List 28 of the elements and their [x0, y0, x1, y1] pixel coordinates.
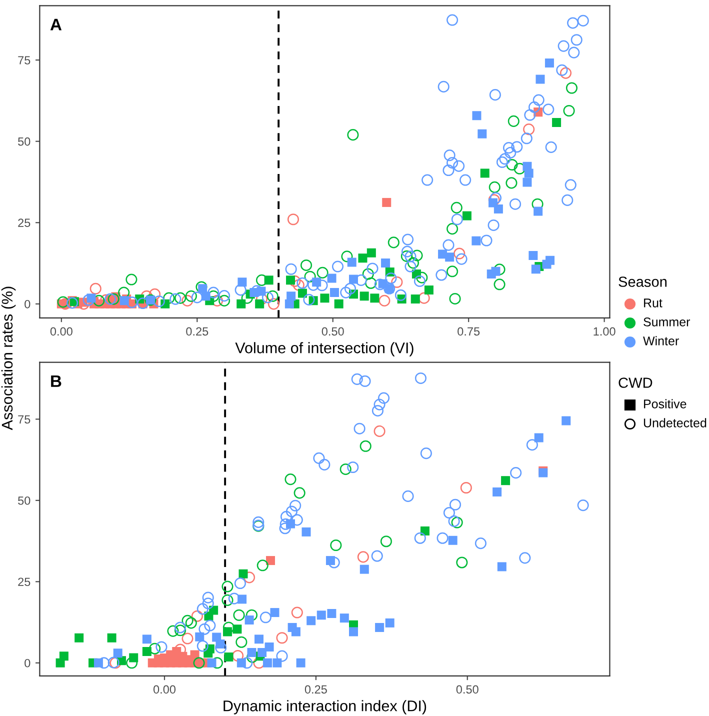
y-tick-label: 75: [18, 56, 30, 64]
x-axis-title: Volume of intersection (VI): [235, 342, 414, 356]
x-tick-label: 0.00: [50, 327, 72, 336]
x-tick-label: 0.25: [186, 327, 208, 336]
y-tick-label: 50: [18, 137, 30, 146]
text: Rut: [644, 298, 662, 308]
y-tick-label: 75: [18, 415, 30, 424]
text: Undetected: [644, 418, 706, 428]
x-axis-title: Dynamic interaction index (DI): [224, 700, 426, 714]
y-tick-label: 50: [18, 496, 30, 505]
text: A: [50, 18, 62, 30]
text: B: [51, 375, 62, 387]
y-axis-title: Association rates (%): [1, 286, 16, 430]
text: Winter: [643, 336, 679, 346]
text: Positive: [644, 399, 686, 408]
y-tick-label: 25: [18, 218, 30, 228]
x-tick-label: 1.00: [594, 327, 616, 336]
x-tick-label: 0.75: [458, 327, 480, 336]
y-tick-label: 0: [24, 300, 30, 308]
y-tick-label: 0: [24, 658, 30, 668]
y-tick-label: 25: [18, 578, 30, 586]
x-tick-label: 0.50: [456, 685, 478, 694]
x-tick-label: 0.00: [153, 685, 176, 694]
legend-title: CWD: [618, 378, 652, 388]
x-tick-label: 0.50: [322, 327, 344, 336]
legend-title: Season: [618, 276, 667, 287]
text: Summer: [644, 318, 690, 326]
x-tick-label: 0.25: [304, 685, 327, 694]
